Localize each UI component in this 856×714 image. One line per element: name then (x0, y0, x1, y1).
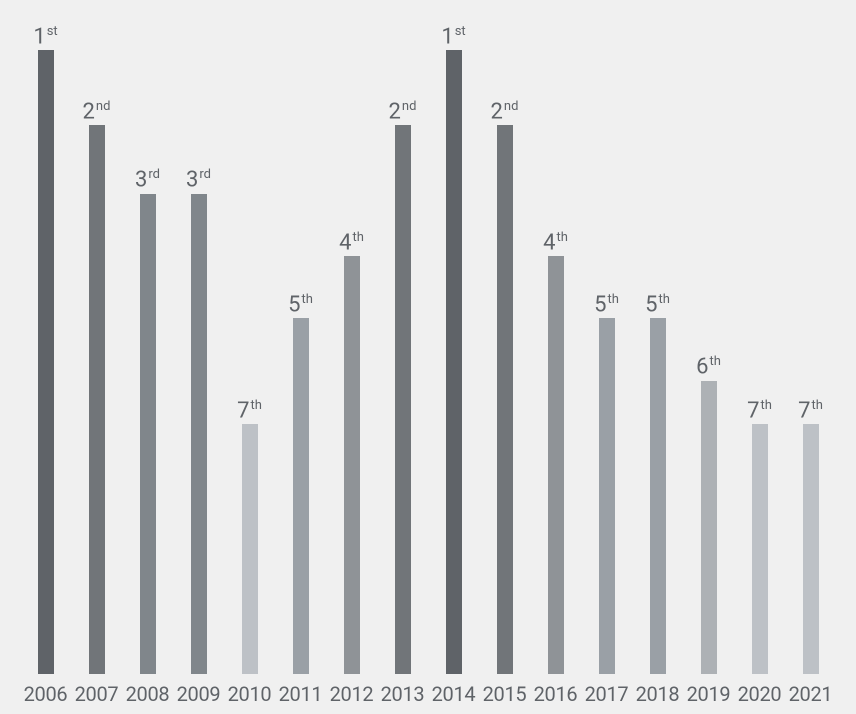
bar-slot: 6th (683, 355, 734, 674)
bar (140, 194, 156, 674)
x-axis-label: 2019 (683, 674, 734, 714)
bar-rank-ordinal: st (455, 24, 466, 39)
bar (344, 256, 360, 674)
bar (446, 50, 462, 674)
x-axis: 2006200720082009201020112012201320142015… (20, 674, 836, 714)
bar (89, 125, 105, 674)
bar-rank-ordinal: th (556, 230, 567, 245)
x-axis-label: 2021 (785, 674, 836, 714)
x-axis-label: 2017 (581, 674, 632, 714)
bar-rank-label: 1st (441, 25, 465, 48)
bar-rank-label: 1st (33, 25, 57, 48)
bar (497, 125, 513, 674)
bar-rank-ordinal: th (658, 292, 669, 307)
x-axis-label: 2016 (530, 674, 581, 714)
x-axis-label: 2013 (377, 674, 428, 714)
bar-rank-label: 2nd (389, 100, 417, 123)
x-axis-label: 2008 (122, 674, 173, 714)
x-axis-label: 2012 (326, 674, 377, 714)
bar-rank-label: 6th (696, 355, 721, 378)
bar-rank-ordinal: th (607, 292, 618, 307)
x-axis-label: 2015 (479, 674, 530, 714)
bar-rank-label: 2nd (83, 100, 111, 123)
x-axis-label: 2011 (275, 674, 326, 714)
bar-slot: 3rd (173, 168, 224, 674)
bar-rank-ordinal: th (811, 398, 822, 413)
x-axis-label: 2009 (173, 674, 224, 714)
bar-slot: 5th (275, 293, 326, 674)
bar-rank-ordinal: th (352, 230, 363, 245)
bar-slot: 5th (632, 293, 683, 674)
bar-rank-label: 7th (747, 399, 772, 422)
x-axis-label: 2010 (224, 674, 275, 714)
bar-rank-ordinal: th (709, 354, 720, 369)
bar-rank-ordinal: nd (96, 99, 111, 114)
bar-slot: 4th (530, 231, 581, 674)
bar-rank-label: 4th (339, 231, 364, 254)
bar-slot: 3rd (122, 168, 173, 674)
bar-slot: 5th (581, 293, 632, 674)
bar-rank-ordinal: rd (199, 167, 211, 182)
bar-rank-label: 5th (288, 293, 313, 316)
bar-rank-ordinal: nd (402, 99, 417, 114)
bar-slot: 7th (785, 399, 836, 674)
bar (395, 125, 411, 674)
bar-slot: 2nd (377, 100, 428, 674)
bar-slot: 4th (326, 231, 377, 674)
bar (548, 256, 564, 674)
bar-rank-label: 3rd (186, 168, 211, 191)
bar (293, 318, 309, 674)
bar (803, 424, 819, 674)
bar (701, 381, 717, 674)
x-axis-label: 2020 (734, 674, 785, 714)
x-axis-label: 2018 (632, 674, 683, 714)
bar-slot: 7th (224, 399, 275, 674)
bar (191, 194, 207, 674)
bar (242, 424, 258, 674)
bar-rank-ordinal: rd (148, 167, 160, 182)
x-axis-label: 2007 (71, 674, 122, 714)
bar-rank-ordinal: th (250, 398, 261, 413)
bar-rank-label: 7th (798, 399, 823, 422)
bar-slot: 7th (734, 399, 785, 674)
bar-slot: 2nd (71, 100, 122, 674)
bar-slot: 1st (428, 25, 479, 674)
bar-rank-label: 4th (543, 231, 568, 254)
bar-rank-label: 2nd (491, 100, 519, 123)
bar-rank-label: 5th (645, 293, 670, 316)
bar (38, 50, 54, 674)
bar-rank-ordinal: th (301, 292, 312, 307)
bar-rank-label: 7th (237, 399, 262, 422)
bar (599, 318, 615, 674)
bar-slot: 1st (20, 25, 71, 674)
bar-rank-label: 5th (594, 293, 619, 316)
bar-slot: 2nd (479, 100, 530, 674)
bar (752, 424, 768, 674)
bar-rank-ordinal: nd (504, 99, 519, 114)
x-axis-label: 2006 (20, 674, 71, 714)
bar-rank-ordinal: st (47, 24, 58, 39)
x-axis-label: 2014 (428, 674, 479, 714)
bar-rank-label: 3rd (135, 168, 160, 191)
ranking-bar-chart: 1st 2nd 3rd 3rd 7th 5th 4th 2nd 1st 2nd 4th 5th 5th 6… (0, 0, 856, 714)
plot-area: 1st 2nd 3rd 3rd 7th 5th 4th 2nd 1st 2nd 4th 5th 5th 6… (20, 20, 836, 674)
bar-rank-ordinal: th (760, 398, 771, 413)
bar (650, 318, 666, 674)
